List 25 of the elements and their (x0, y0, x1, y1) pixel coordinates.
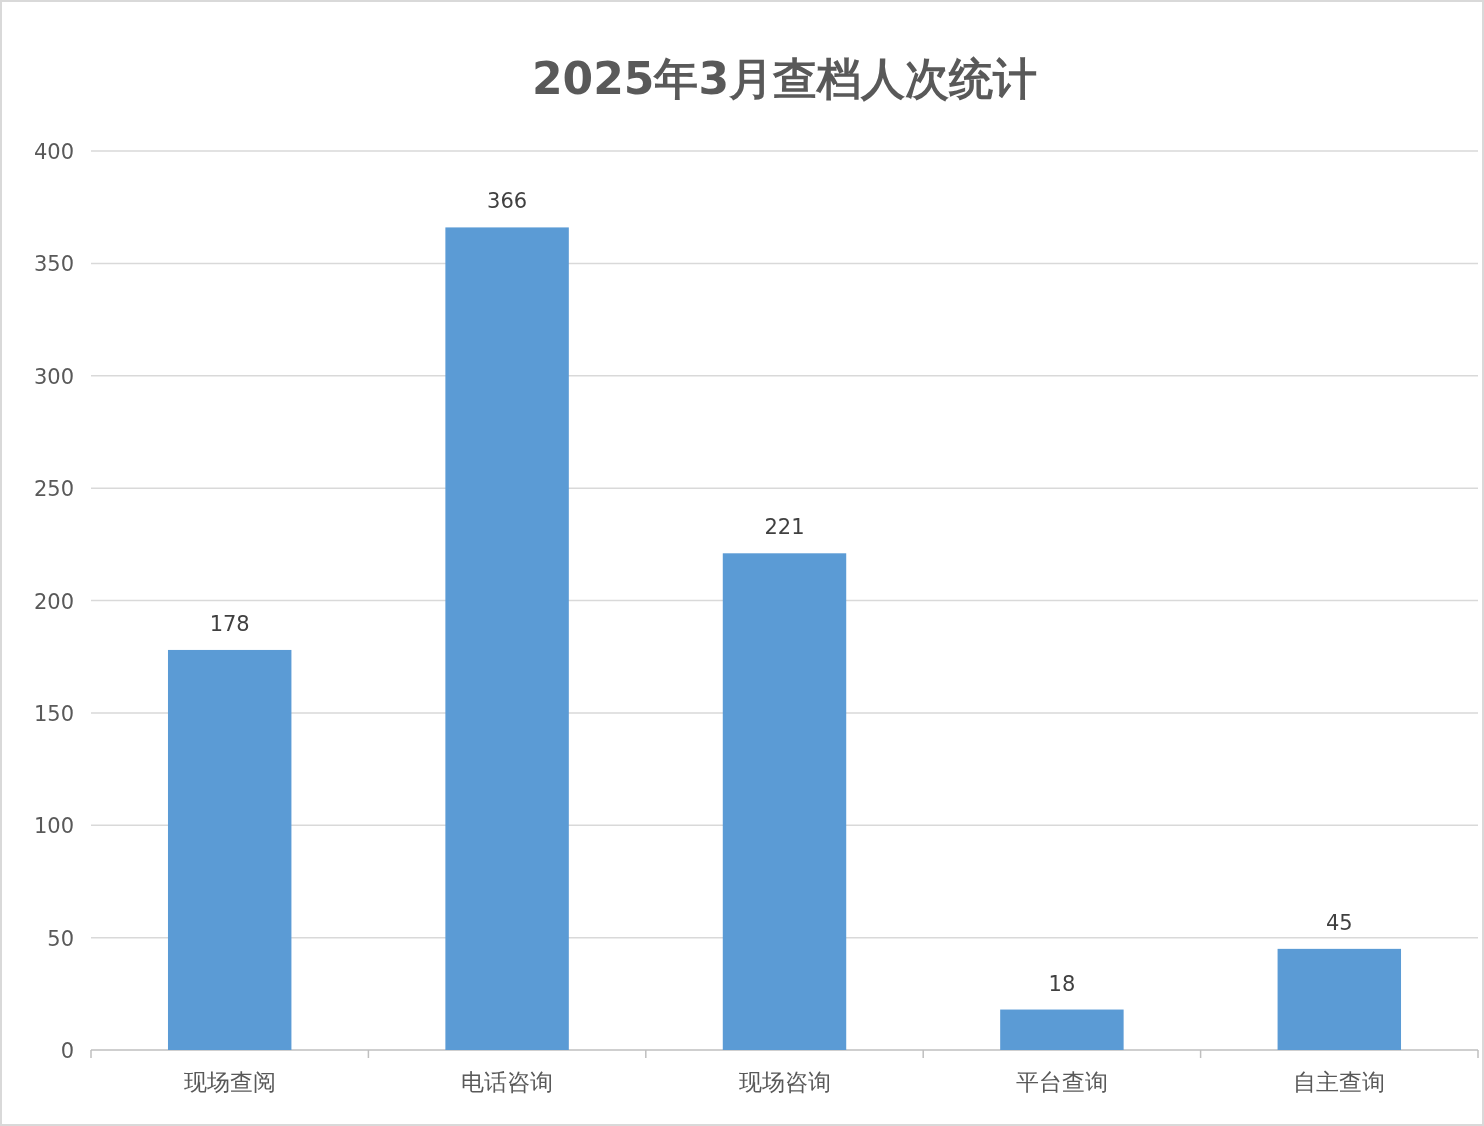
y-tick-label: 300 (33, 364, 74, 389)
data-label: 221 (764, 515, 805, 540)
chart-title: 2025年3月查档人次统计 (531, 53, 1038, 104)
y-tick-label: 350 (33, 252, 74, 277)
bar (1000, 1009, 1124, 1050)
data-label: 45 (1325, 910, 1353, 935)
y-tick-label: 200 (33, 589, 74, 614)
y-tick-label: 0 (60, 1039, 74, 1063)
x-tick-label: 现场咨询 (738, 1069, 831, 1095)
y-tick-label: 250 (33, 477, 74, 502)
data-label: 366 (487, 189, 528, 214)
bar (167, 649, 292, 1050)
y-tick-label: 50 (47, 926, 74, 951)
y-tick-label: 150 (33, 701, 74, 726)
bar (1277, 948, 1402, 1050)
x-tick-label: 平台查询 (1015, 1069, 1108, 1095)
x-tick-label: 电话咨询 (461, 1069, 554, 1095)
data-label: 18 (1048, 971, 1076, 996)
data-label: 178 (209, 611, 250, 636)
x-tick-label: 现场查阅 (183, 1069, 276, 1095)
bar (445, 227, 569, 1050)
y-tick-label: 100 (33, 814, 74, 839)
x-tick-label: 自主查询 (1293, 1069, 1386, 1095)
y-tick-label: 400 (33, 140, 74, 164)
bar (722, 553, 847, 1050)
